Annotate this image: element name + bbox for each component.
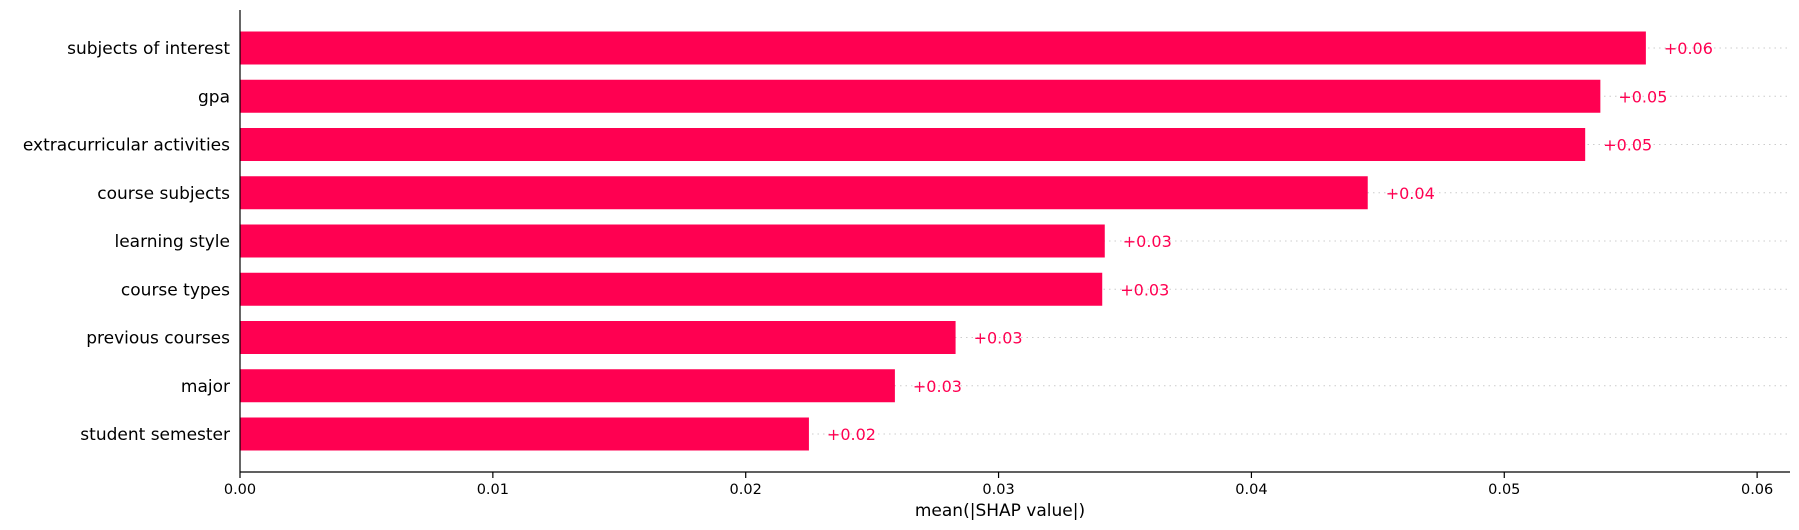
bar-major [240,369,895,403]
x-tick-label: 0.01 [477,482,509,498]
x-tick-label: 0.03 [982,482,1014,498]
bar-extracurricular-activities [240,128,1586,161]
bar-course-types [240,272,1103,306]
value-label: +0.03 [1120,280,1169,299]
value-label: +0.04 [1386,184,1435,203]
value-label: +0.05 [1603,136,1652,155]
bar-previous-courses [240,321,956,354]
x-tick-label: 0.04 [1235,482,1267,498]
x-tick-label: 0.06 [1741,482,1773,498]
x-axis-title: mean(|SHAP value|) [915,501,1085,521]
category-label: student semester [80,425,230,445]
x-axis-ticks: 0.00 0.01 0.02 0.03 0.04 0.05 0.06 [224,472,1773,498]
category-labels: subjects of interest gpa extracurricular a… [23,39,230,445]
category-label: course subjects [97,184,230,204]
bar-learning-style [240,224,1105,258]
x-tick-label: 0.02 [730,482,762,498]
category-label: gpa [198,87,230,107]
category-label: subjects of interest [67,39,230,59]
value-label: +0.03 [974,329,1023,348]
value-label: +0.02 [827,425,876,444]
category-label: previous courses [86,329,230,349]
x-tick-label: 0.05 [1488,482,1520,498]
category-label: major [181,377,230,397]
category-label: learning style [114,232,230,252]
x-tick-label: 0.00 [224,482,256,498]
bar-subjects-of-interest [240,31,1646,65]
value-labels: +0.06 +0.05 +0.05 +0.04 +0.03 +0.03 +0.03 +0.03… [827,39,1713,444]
value-label: +0.03 [1123,232,1172,251]
category-label: course types [121,280,230,300]
bar-student-semester [240,417,809,451]
value-label: +0.05 [1618,87,1667,106]
bar-course-subjects [240,176,1368,210]
bar-gpa [240,79,1601,113]
value-label: +0.06 [1664,39,1713,58]
category-label: extracurricular activities [23,136,230,156]
value-label: +0.03 [913,377,962,396]
bars [240,31,1646,451]
